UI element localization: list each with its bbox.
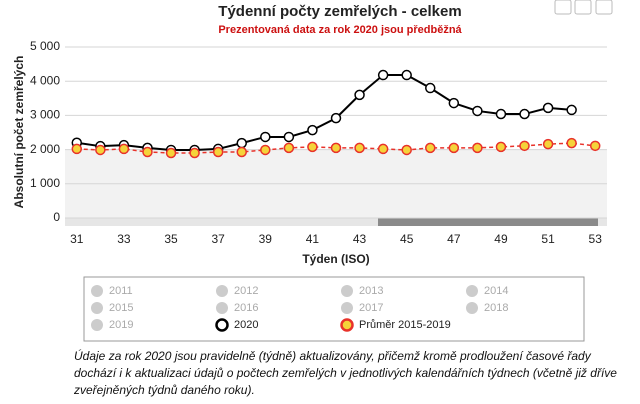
x-tick-label: 47: [447, 232, 461, 246]
legend-marker: [466, 302, 478, 314]
x-tick-label: 49: [494, 232, 508, 246]
x-tick-label: 43: [353, 232, 367, 246]
data-point: [519, 140, 530, 152]
x-tick-label: 45: [400, 232, 414, 246]
data-point: [118, 143, 130, 155]
toolbar: [554, 0, 613, 15]
menu-button[interactable]: [595, 0, 613, 15]
zoom-button[interactable]: [554, 0, 572, 15]
legend-label: 2013: [359, 285, 383, 297]
data-point: [589, 140, 601, 152]
data-point: [260, 144, 271, 156]
y-axis-title: Absolutní počet zemřelých: [12, 56, 26, 209]
data-point: [566, 104, 577, 116]
y-tick-label: 5 000: [30, 39, 60, 53]
data-point: [448, 142, 460, 154]
data-point: [377, 143, 389, 155]
legend-label: 2015: [109, 302, 133, 314]
legend-marker: [91, 319, 103, 331]
scrollbar-track[interactable]: [65, 218, 607, 226]
legend-box: [83, 276, 585, 342]
legend-marker: [340, 318, 354, 332]
data-point: [189, 147, 200, 159]
data-point: [260, 131, 271, 143]
legend-label: 2016: [234, 302, 258, 314]
data-point: [377, 69, 389, 81]
data-point: [330, 142, 342, 154]
data-point: [236, 146, 247, 158]
legend-marker: [216, 285, 228, 297]
legend-marker: [215, 318, 229, 332]
data-point: [425, 142, 436, 154]
legend-label: 2018: [484, 302, 508, 314]
x-tick-label: 35: [164, 232, 178, 246]
data-point: [354, 89, 365, 101]
x-tick-label: 39: [259, 232, 273, 246]
data-point: [425, 82, 436, 94]
legend-marker: [341, 285, 353, 297]
x-tick-label: 41: [306, 232, 320, 246]
legend-marker: [466, 285, 478, 297]
data-point: [95, 144, 106, 156]
data-point: [542, 138, 554, 150]
legend-marker: [91, 302, 103, 314]
data-point: [307, 124, 318, 136]
data-point: [566, 137, 577, 149]
data-point: [401, 69, 412, 81]
data-point: [71, 143, 83, 155]
y-tick-label: 4 000: [30, 73, 60, 87]
data-point: [354, 142, 365, 154]
data-point: [495, 141, 507, 153]
data-point: [236, 137, 247, 149]
legend-label: 2017: [359, 302, 383, 314]
y-tick-label: 3 000: [30, 108, 60, 122]
data-point: [542, 102, 554, 114]
footnote: Údaje za rok 2020 jsou pravidelně (týdně…: [74, 349, 617, 397]
data-point: [283, 142, 295, 154]
y-tick-label: 2 000: [30, 142, 60, 156]
legend-label: 2020: [234, 319, 258, 331]
x-tick-label: 31: [70, 232, 84, 246]
data-point: [401, 144, 412, 156]
x-tick-label: 37: [211, 232, 225, 246]
data-point: [165, 147, 177, 159]
data-point: [142, 146, 153, 158]
x-tick-label: 53: [589, 232, 603, 246]
data-point: [283, 131, 295, 143]
data-point: [519, 108, 530, 120]
legend-marker: [216, 302, 228, 314]
x-tick-label: 51: [541, 232, 555, 246]
legend-marker: [91, 285, 103, 297]
data-point: [307, 141, 318, 153]
reset-button[interactable]: [574, 0, 592, 15]
series-line: [76, 74, 572, 151]
data-point: [330, 112, 342, 124]
legend-label: Průměr 2015-2019: [359, 319, 451, 331]
legend-label: 2014: [484, 285, 508, 297]
y-tick-label: 0: [53, 210, 60, 224]
legend-marker: [341, 302, 353, 314]
data-point: [212, 146, 224, 158]
y-tick-label: 1 000: [30, 176, 60, 190]
data-point: [472, 105, 483, 117]
scrollbar-thumb[interactable]: [378, 218, 598, 226]
chart-title: Týdenní počty zemřelých - celkem: [218, 3, 461, 20]
x-tick-label: 33: [117, 232, 131, 246]
chart-subtitle: Prezentovaná data za rok 2020 jsou předb…: [218, 24, 462, 36]
data-point: [472, 142, 483, 154]
data-point: [448, 97, 460, 109]
legend-label: 2019: [109, 319, 133, 331]
legend-label: 2012: [234, 285, 258, 297]
data-point: [495, 108, 507, 120]
legend-label: 2011: [109, 285, 133, 297]
x-axis-title: Týden (ISO): [302, 252, 369, 266]
